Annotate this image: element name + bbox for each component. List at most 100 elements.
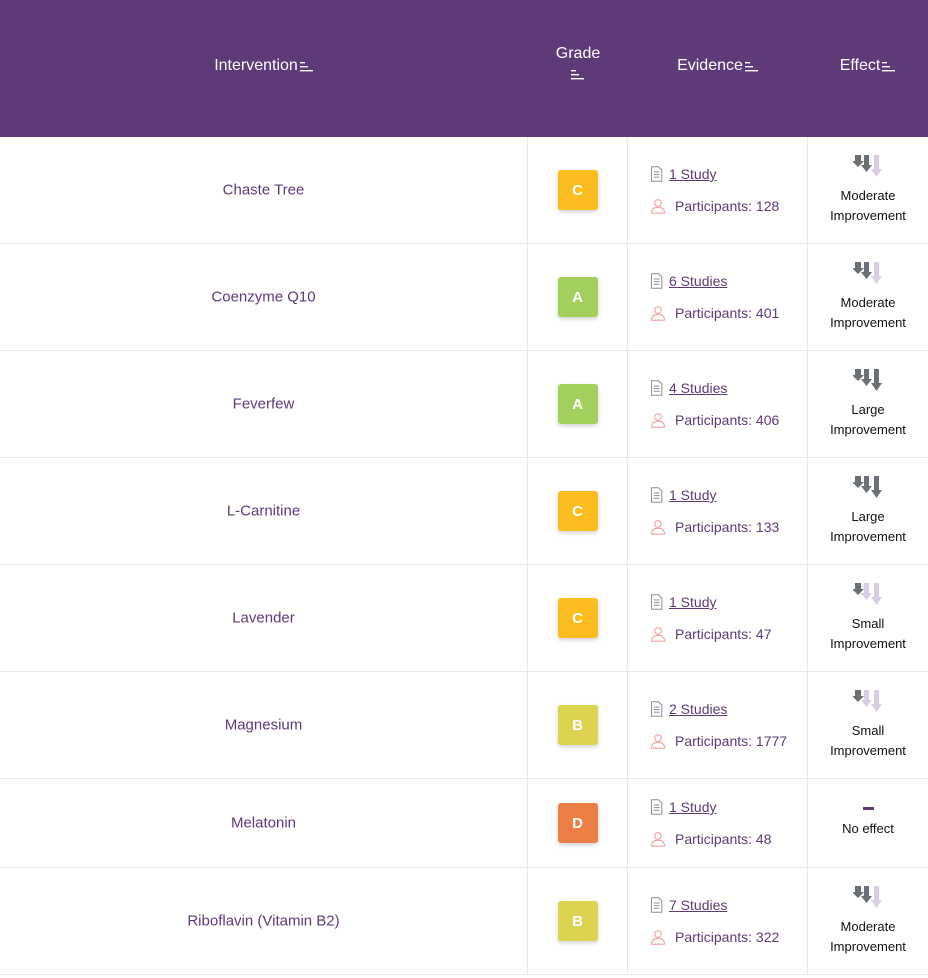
effect-label-line1: Moderate <box>840 188 896 203</box>
column-header-label: Evidence <box>677 57 743 74</box>
person-icon <box>650 734 666 749</box>
document-icon <box>651 380 663 396</box>
column-header-label: Effect <box>839 57 881 74</box>
effect-label-line2: Improvement <box>830 422 906 437</box>
effect-label-line1: Large <box>851 509 885 524</box>
table-row: Chaste Tree C 1 Study Participants: 128 <box>0 137 928 244</box>
evidence-info: 1 Study Participants: 48 <box>628 797 807 849</box>
grade-badge: C <box>557 491 598 531</box>
effect-info: Small Improvement <box>808 689 928 761</box>
person-icon <box>650 413 666 428</box>
effect-arrows-icon <box>853 369 882 391</box>
document-icon <box>651 594 663 610</box>
person-icon <box>650 832 666 847</box>
sort-icon[interactable] <box>299 61 314 72</box>
studies-link[interactable]: 1 Study <box>669 594 717 610</box>
studies-link[interactable]: 6 Studies <box>669 273 728 289</box>
studies-link[interactable]: 4 Studies <box>669 380 728 396</box>
person-icon <box>650 930 666 945</box>
effect-arrows-icon <box>853 476 882 498</box>
intervention-name[interactable]: Melatonin <box>230 814 297 832</box>
effect-label-line2: Improvement <box>830 208 906 223</box>
effect-label-line1: No effect <box>842 821 894 836</box>
intervention-name[interactable]: Lavender <box>232 609 295 627</box>
table-row: Lavender C 1 Study Participants: 47 <box>0 565 928 672</box>
evidence-info: 1 Study Participants: 133 <box>628 485 807 537</box>
table-row: Magnesium B 2 Studies Participants: 1777 <box>0 672 928 779</box>
grade-badge: B <box>557 901 598 941</box>
grade-badge: A <box>557 384 598 424</box>
effect-label-line1: Large <box>851 402 885 417</box>
participants-count: Participants: 406 <box>675 412 780 428</box>
effect-label-line1: Moderate <box>840 295 896 310</box>
participants-count: Participants: 47 <box>675 626 772 642</box>
effect-arrows-icon <box>853 690 882 712</box>
intervention-name[interactable]: Feverfew <box>232 395 295 413</box>
studies-link[interactable]: 1 Study <box>669 799 717 815</box>
column-header-effect[interactable]: Effect <box>808 0 928 137</box>
grade-badge: C <box>557 170 598 210</box>
person-icon <box>650 520 666 535</box>
table-row: Feverfew A 4 Studies Participants: 406 <box>0 351 928 458</box>
person-icon <box>650 627 666 642</box>
evidence-info: 2 Studies Participants: 1777 <box>628 699 807 751</box>
document-icon <box>651 701 663 717</box>
table-row: Melatonin D 1 Study Participants: 48 <box>0 779 928 868</box>
evidence-info: 6 Studies Participants: 401 <box>628 271 807 323</box>
table-row: L-Carnitine C 1 Study Participants: 133 <box>0 458 928 565</box>
effect-info: Large Improvement <box>808 368 928 440</box>
document-icon <box>651 166 663 182</box>
effect-arrows-icon <box>853 583 882 605</box>
effect-label-line1: Small <box>851 723 885 738</box>
table-row: Coenzyme Q10 A 6 Studies Participants: 4… <box>0 244 928 351</box>
effect-label-line1: Moderate <box>840 919 896 934</box>
table-row: Riboflavin (Vitamin B2) B 7 Studies Part… <box>0 868 928 975</box>
sort-icon[interactable] <box>882 61 896 72</box>
grade-badge: C <box>557 598 598 638</box>
column-header-evidence[interactable]: Evidence <box>628 0 808 137</box>
effect-arrows-icon <box>853 886 882 908</box>
effect-info: Moderate Improvement <box>808 154 928 226</box>
sort-icon[interactable] <box>571 69 585 80</box>
participants-count: Participants: 1777 <box>675 733 788 749</box>
effect-info: Large Improvement <box>808 475 928 547</box>
intervention-name[interactable]: Magnesium <box>224 716 303 734</box>
grade-badge: A <box>557 277 598 317</box>
intervention-name[interactable]: Chaste Tree <box>222 181 305 199</box>
document-icon <box>651 897 663 913</box>
effect-info: No effect <box>808 807 928 839</box>
evidence-info: 1 Study Participants: 128 <box>628 164 807 216</box>
effect-label-line2: Improvement <box>830 743 906 758</box>
evidence-info: 7 Studies Participants: 322 <box>628 895 807 947</box>
effect-label-line1: Small <box>851 616 885 631</box>
intervention-name[interactable]: Coenzyme Q10 <box>211 288 316 306</box>
effect-label-line2: Improvement <box>830 636 906 651</box>
evidence-info: 4 Studies Participants: 406 <box>628 378 807 430</box>
column-header-label: Grade <box>555 45 601 62</box>
studies-link[interactable]: 7 Studies <box>669 897 728 913</box>
column-header-intervention[interactable]: Intervention <box>0 0 528 137</box>
intervention-name[interactable]: L-Carnitine <box>226 502 301 520</box>
participants-count: Participants: 128 <box>675 198 780 214</box>
participants-count: Participants: 133 <box>675 519 780 535</box>
effect-arrows-icon <box>853 262 882 284</box>
grade-badge: D <box>557 803 598 843</box>
person-icon <box>650 199 666 214</box>
studies-link[interactable]: 1 Study <box>669 487 717 503</box>
column-header-grade[interactable]: Grade <box>528 0 628 137</box>
effect-info: Small Improvement <box>808 582 928 654</box>
sort-icon[interactable] <box>744 61 759 72</box>
studies-link[interactable]: 2 Studies <box>669 701 728 717</box>
participants-count: Participants: 401 <box>675 305 780 321</box>
participants-count: Participants: 322 <box>675 929 780 945</box>
effect-label-line2: Improvement <box>830 315 906 330</box>
intervention-name[interactable]: Riboflavin (Vitamin B2) <box>187 912 340 930</box>
effect-label-line2: Improvement <box>830 939 906 954</box>
studies-link[interactable]: 1 Study <box>669 166 717 182</box>
no-effect-icon <box>862 807 874 810</box>
effect-info: Moderate Improvement <box>808 261 928 333</box>
document-icon <box>651 799 663 815</box>
effect-label-line2: Improvement <box>830 529 906 544</box>
grade-badge: B <box>557 705 598 745</box>
column-header-label: Intervention <box>214 57 298 74</box>
